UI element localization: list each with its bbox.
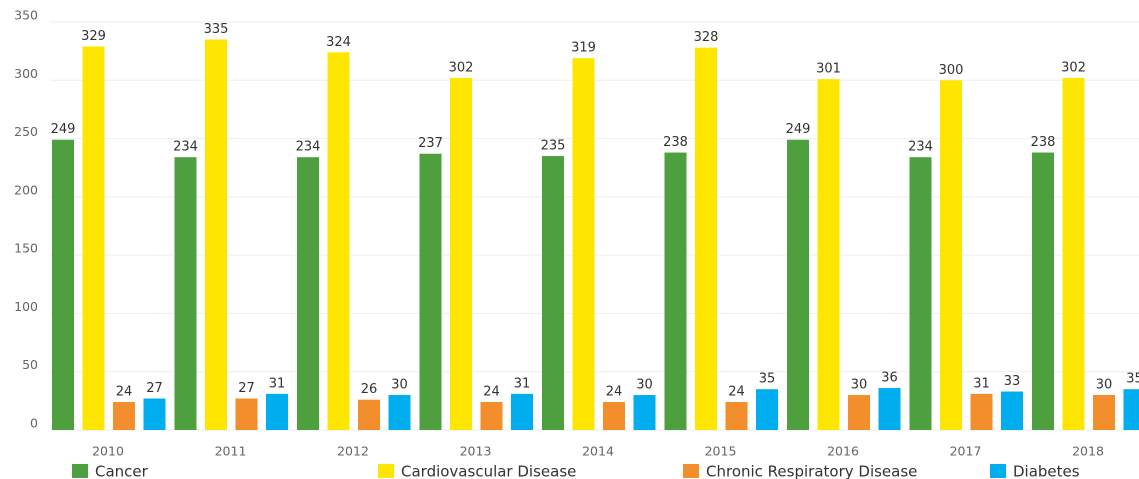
value-label: 238 bbox=[1031, 135, 1056, 150]
value-label: 324 bbox=[326, 35, 351, 50]
bar bbox=[327, 52, 350, 431]
bar bbox=[542, 156, 564, 431]
value-label: 249 bbox=[51, 122, 76, 137]
y-tick-label: 100 bbox=[14, 299, 38, 314]
value-label: 234 bbox=[296, 140, 321, 155]
value-label: 27 bbox=[146, 381, 163, 396]
legend-swatch bbox=[683, 464, 699, 478]
bar bbox=[205, 39, 227, 430]
x-tick-label: 2014 bbox=[582, 444, 614, 459]
bar bbox=[1032, 152, 1054, 430]
value-label: 31 bbox=[269, 376, 286, 391]
value-label: 26 bbox=[361, 382, 378, 397]
bar bbox=[82, 46, 105, 430]
value-label: 329 bbox=[81, 29, 106, 44]
value-label: 24 bbox=[483, 385, 500, 400]
value-label: 33 bbox=[1004, 374, 1021, 389]
bar bbox=[817, 79, 840, 431]
x-tick-label: 2018 bbox=[1072, 444, 1104, 459]
value-label: 302 bbox=[1061, 60, 1086, 75]
bar bbox=[52, 139, 74, 431]
legend-swatch bbox=[990, 464, 1006, 478]
bar bbox=[174, 157, 197, 431]
value-label: 35 bbox=[759, 372, 776, 387]
legend-label: Chronic Respiratory Disease bbox=[706, 463, 917, 479]
y-tick-label: 350 bbox=[14, 8, 38, 23]
value-label: 319 bbox=[571, 41, 596, 56]
bar bbox=[450, 77, 472, 430]
y-tick-label: 250 bbox=[14, 124, 38, 139]
x-tick-label: 2013 bbox=[460, 444, 492, 459]
value-label: 24 bbox=[728, 385, 745, 400]
bar bbox=[787, 139, 809, 431]
value-label: 30 bbox=[1096, 378, 1113, 393]
value-label: 301 bbox=[816, 62, 841, 77]
value-label: 30 bbox=[636, 378, 653, 393]
bar bbox=[572, 58, 595, 430]
bar bbox=[970, 393, 993, 430]
legend-label: Cancer bbox=[95, 463, 149, 479]
bar bbox=[664, 152, 687, 430]
y-tick-label: 200 bbox=[14, 182, 38, 197]
bar bbox=[1001, 391, 1023, 430]
value-label: 300 bbox=[939, 63, 964, 78]
bar bbox=[1062, 77, 1085, 430]
value-label: 36 bbox=[881, 371, 898, 386]
x-tick-label: 2011 bbox=[215, 444, 247, 459]
legend-label: Cardiovascular Disease bbox=[401, 463, 576, 479]
value-label: 237 bbox=[418, 136, 443, 151]
value-label: 249 bbox=[786, 122, 811, 137]
bar bbox=[1093, 395, 1115, 430]
value-label: 335 bbox=[204, 22, 229, 37]
bar bbox=[235, 398, 258, 430]
bar bbox=[388, 395, 411, 430]
value-label: 30 bbox=[851, 378, 868, 393]
y-tick-label: 0 bbox=[30, 416, 38, 431]
bar bbox=[358, 399, 380, 430]
x-tick-label: 2016 bbox=[827, 444, 859, 459]
bar bbox=[695, 47, 717, 430]
value-label: 238 bbox=[663, 135, 688, 150]
bar bbox=[511, 393, 533, 430]
bar bbox=[419, 153, 442, 430]
value-label: 27 bbox=[238, 381, 255, 396]
bar bbox=[878, 388, 901, 430]
bar bbox=[725, 402, 748, 430]
legend-swatch bbox=[72, 464, 88, 478]
bar bbox=[266, 393, 288, 430]
y-tick-label: 300 bbox=[14, 66, 38, 81]
bar bbox=[480, 402, 503, 430]
value-label: 31 bbox=[514, 376, 531, 391]
bar bbox=[909, 157, 932, 431]
legend-swatch bbox=[378, 464, 394, 478]
y-tick-label: 150 bbox=[14, 241, 38, 256]
value-label: 31 bbox=[973, 376, 990, 391]
value-label: 35 bbox=[1126, 372, 1139, 387]
legend-label: Diabetes bbox=[1013, 463, 1080, 479]
x-tick-label: 2010 bbox=[92, 444, 124, 459]
value-label: 234 bbox=[173, 140, 198, 155]
bar bbox=[143, 398, 166, 430]
value-label: 234 bbox=[908, 140, 933, 155]
x-tick-label: 2015 bbox=[705, 444, 737, 459]
bar bbox=[633, 395, 656, 430]
bar bbox=[940, 80, 962, 431]
bar bbox=[603, 402, 625, 430]
y-tick-label: 50 bbox=[22, 357, 38, 372]
bar bbox=[1123, 389, 1139, 430]
value-label: 24 bbox=[606, 385, 623, 400]
value-label: 302 bbox=[449, 60, 474, 75]
bar bbox=[756, 389, 778, 430]
value-label: 235 bbox=[541, 139, 566, 154]
bar bbox=[848, 395, 870, 430]
value-label: 328 bbox=[694, 30, 719, 45]
value-label: 24 bbox=[116, 385, 133, 400]
x-tick-label: 2017 bbox=[950, 444, 982, 459]
x-tick-label: 2012 bbox=[337, 444, 369, 459]
value-label: 30 bbox=[391, 378, 408, 393]
bar bbox=[297, 157, 319, 431]
bar bbox=[113, 402, 135, 430]
